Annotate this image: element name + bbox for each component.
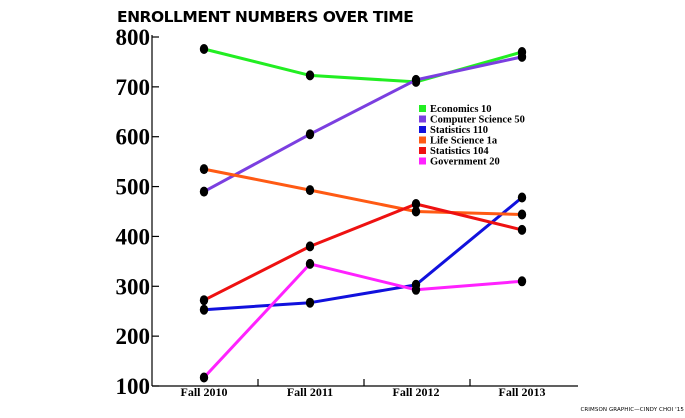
x-tick-label: Fall 2010	[181, 385, 228, 399]
legend-swatch	[419, 115, 426, 123]
chart-title: ENROLLMENT NUMBERS OVER TIME	[117, 8, 413, 26]
series-line	[202, 262, 523, 379]
data-point	[411, 284, 421, 295]
x-tick-label: Fall 2013	[499, 385, 546, 399]
x-tick-label: Fall 2011	[287, 385, 333, 399]
data-point	[411, 206, 421, 217]
series-layer	[199, 44, 527, 383]
data-point	[517, 192, 527, 203]
data-point	[305, 297, 315, 308]
y-tick-label: 300	[116, 274, 151, 299]
series-statistics-104	[199, 199, 527, 306]
y-tick-label: 500	[116, 175, 151, 200]
series-line	[203, 55, 523, 193]
data-point	[305, 129, 315, 140]
legend-label: Economics 10	[430, 104, 492, 115]
series-line	[203, 196, 523, 312]
legend-swatch	[419, 157, 426, 165]
legend-swatch	[419, 105, 426, 112]
data-point	[199, 372, 209, 383]
series-line	[203, 202, 523, 302]
graphic-credit: CRIMSON GRAPHIC—CINDY CHOI '15	[580, 407, 684, 413]
legend-swatch	[419, 126, 426, 133]
series-statistics-110	[199, 192, 527, 315]
data-point	[517, 209, 527, 220]
series-line	[203, 47, 523, 84]
y-tick-label: 400	[116, 224, 151, 249]
x-axis: Fall 2010 Fall 2011 Fall 2012 Fall 2013	[152, 379, 578, 399]
data-point	[199, 44, 209, 54]
series-computer-science-50	[199, 51, 527, 197]
data-point	[305, 258, 315, 269]
data-point	[305, 70, 315, 81]
y-tick-label: 200	[116, 324, 151, 349]
data-point	[305, 241, 315, 252]
data-point	[411, 199, 421, 209]
series-line	[203, 167, 523, 216]
data-point	[199, 295, 209, 306]
data-point	[517, 276, 527, 287]
data-point	[305, 185, 315, 196]
legend-label: Statistics 110	[430, 125, 488, 136]
data-point	[199, 164, 209, 175]
y-axis: 100 200 300 400 500 600 700 800	[116, 25, 159, 399]
data-point	[517, 51, 527, 62]
legend-swatch	[419, 147, 426, 154]
series-government-20	[199, 258, 527, 383]
data-point	[411, 74, 421, 85]
x-tick-label: Fall 2012	[393, 385, 440, 399]
data-point	[199, 186, 209, 197]
legend-swatch	[419, 136, 426, 144]
y-tick-label: 100	[116, 374, 151, 399]
series-life-science-1a	[199, 164, 527, 220]
legend-label: Government 20	[430, 157, 500, 168]
legend-label: Computer Science 50	[430, 115, 525, 126]
legend-label: Life Science 1a	[430, 136, 498, 147]
data-point	[199, 304, 209, 315]
legend-label: Statistics 104	[430, 146, 489, 157]
y-tick-label: 600	[116, 125, 151, 150]
y-tick-label: 800	[116, 25, 151, 50]
y-tick-label: 700	[116, 75, 151, 100]
data-point	[517, 224, 527, 235]
